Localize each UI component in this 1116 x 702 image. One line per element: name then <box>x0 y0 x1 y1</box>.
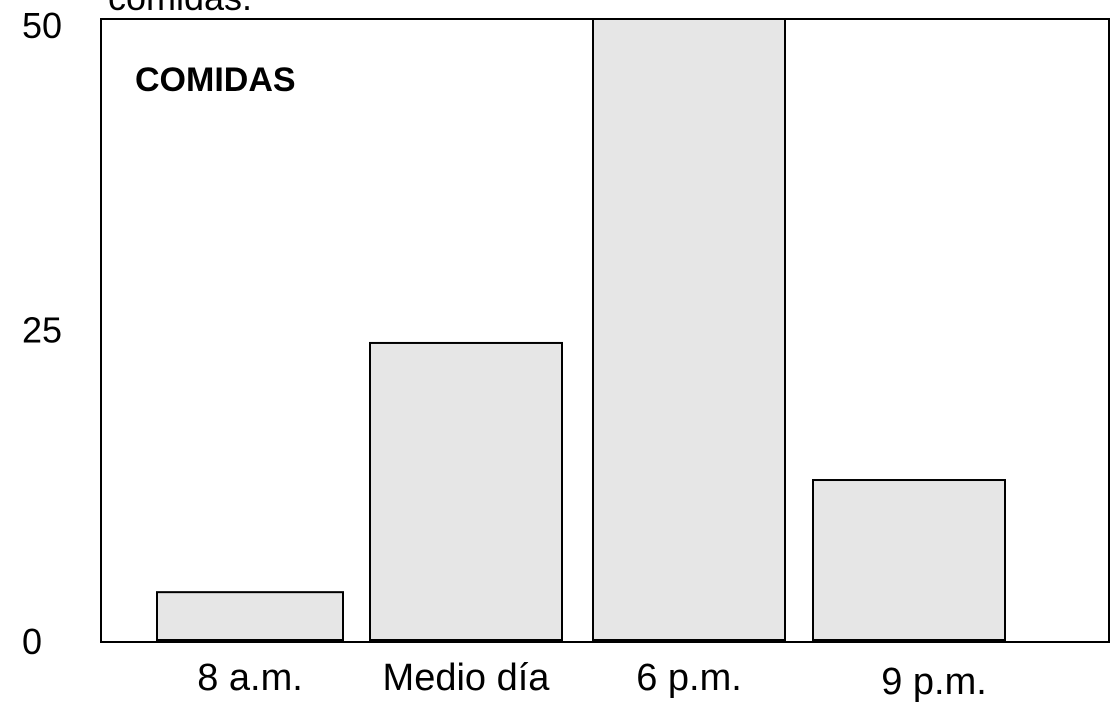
bar-8-a-m <box>156 591 344 641</box>
bar-9-p-m <box>812 479 1006 641</box>
y-axis-label: comidas. <box>108 0 252 18</box>
x-category-label: Medio día <box>383 657 551 699</box>
y-tick-label: 25 <box>22 310 62 351</box>
bar-6-p-m <box>592 18 786 641</box>
bar-medio-d-a <box>369 341 563 641</box>
bars-layer <box>156 18 1006 641</box>
x-category-label: 9 p.m. <box>881 661 987 702</box>
x-axis-categories: 8 a.m. Medio día 6 p.m. 9 p.m. <box>197 657 987 702</box>
x-category-label: 6 p.m. <box>636 657 742 699</box>
y-tick-label: 50 <box>22 5 62 46</box>
y-tick-label: 0 <box>22 621 42 662</box>
plot-frame <box>100 18 1110 643</box>
chart-title: COMIDAS <box>135 61 296 99</box>
x-category-label: 8 a.m. <box>197 657 303 699</box>
y-axis-ticks: 0 25 50 <box>22 5 62 662</box>
